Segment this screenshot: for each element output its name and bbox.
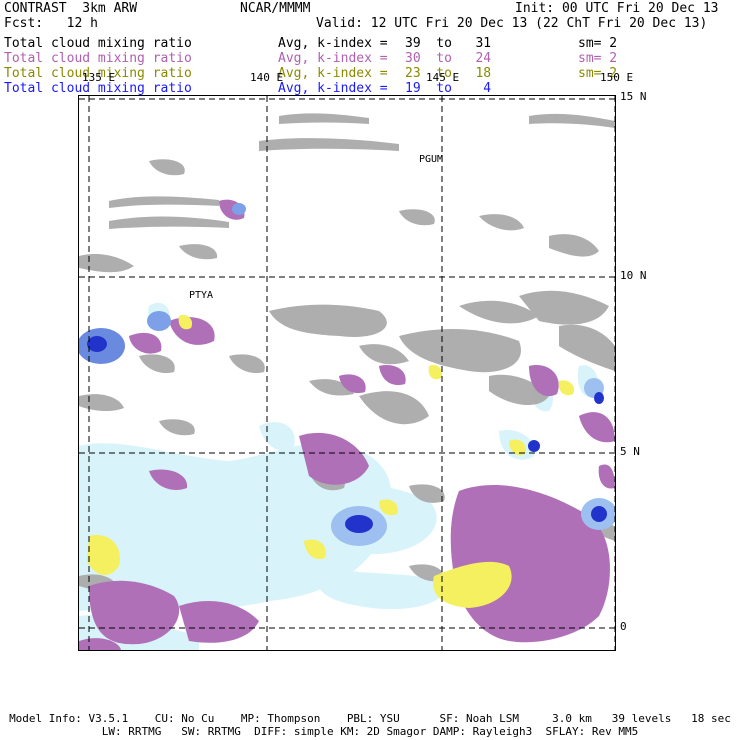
blue-cloud-cores (79, 203, 615, 546)
field-range: 39 to 31 (405, 36, 492, 51)
lat-label-10n: 10 N (620, 269, 647, 282)
model-info-line1: Model Info: V3.5.1 CU: No Cu MP: Thompso… (9, 712, 731, 725)
field-name: Total cloud mixing ratio (4, 36, 192, 51)
model-info-line2: LW: RRTMG SW: RRTMG DIFF: simple KM: 2D … (101, 725, 639, 738)
organization: NCAR/MMMM (240, 1, 311, 16)
model-title: CONTRAST 3km ARW (4, 1, 138, 16)
init-time: Init: 00 UTC Fri 20 Dec 13 (515, 1, 719, 16)
valid-time: Valid: 12 UTC Fri 20 Dec 13 (22 ChT Fri … (316, 16, 708, 31)
field-smoothing: sm= 2 (578, 51, 618, 66)
lon-label-140e: 140 E (250, 71, 284, 84)
field-range: 23 to 18 (405, 66, 492, 81)
yellow-cloud-field (87, 314, 575, 608)
field-avg: Avg, k-index = (278, 66, 388, 81)
field-avg: Avg, k-index = (278, 51, 388, 66)
lat-label-0: 0 (620, 620, 627, 633)
cloud-mixing-ratio-map: PGUM PTYA (78, 95, 616, 651)
field-range: 19 to 4 (405, 81, 492, 96)
lon-label-150e: 150 E (600, 71, 634, 84)
field-avg: Avg, k-index = (278, 36, 388, 51)
lon-label-135e: 135 E (82, 71, 116, 84)
field-smoothing: sm= 2 (578, 36, 618, 51)
station-label-ptya: PTYA (189, 290, 214, 301)
station-label-pgum: PGUM (419, 154, 444, 165)
field-smoothing: sm= 2 (578, 66, 618, 81)
field-name: Total cloud mixing ratio (4, 51, 192, 66)
lat-label-5n: 5 N (620, 445, 640, 458)
lat-label-15n: 15 N (620, 90, 647, 103)
field-name: Total cloud mixing ratio (4, 81, 192, 96)
field-range: 30 to 24 (405, 51, 492, 66)
field-avg: Avg, k-index = (278, 81, 388, 96)
field-name: Total cloud mixing ratio (4, 66, 192, 81)
lon-label-145e: 145 E (426, 71, 460, 84)
lat-lon-grid (79, 96, 615, 650)
forecast-hour: Fcst: 12 h (4, 16, 98, 31)
